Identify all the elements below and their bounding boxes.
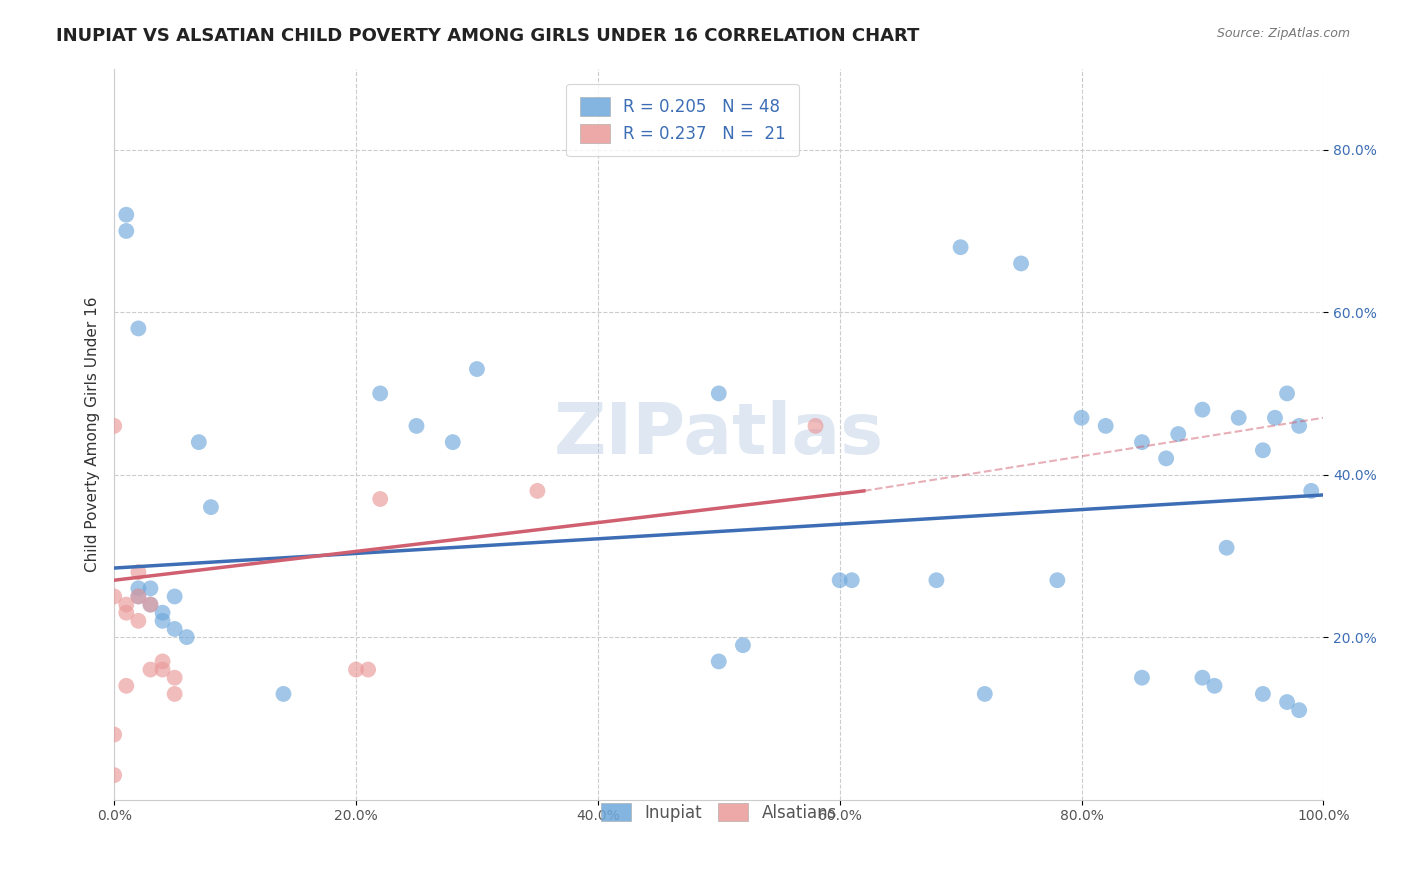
Point xyxy=(1010,256,1032,270)
Point xyxy=(152,606,174,620)
Point xyxy=(1227,410,1250,425)
Point xyxy=(344,663,367,677)
Y-axis label: Child Poverty Among Girls Under 16: Child Poverty Among Girls Under 16 xyxy=(86,296,100,572)
Point xyxy=(405,418,427,433)
Point xyxy=(273,687,295,701)
Point xyxy=(115,598,138,612)
Point xyxy=(163,687,186,701)
Point xyxy=(1167,427,1189,442)
Point xyxy=(1275,695,1298,709)
Point xyxy=(163,671,186,685)
Point xyxy=(1094,418,1116,433)
Point xyxy=(1301,483,1323,498)
Point xyxy=(973,687,995,701)
Point xyxy=(115,606,138,620)
Point xyxy=(357,663,380,677)
Point xyxy=(103,590,125,604)
Text: INUPIAT VS ALSATIAN CHILD POVERTY AMONG GIRLS UNDER 16 CORRELATION CHART: INUPIAT VS ALSATIAN CHILD POVERTY AMONG … xyxy=(56,27,920,45)
Point xyxy=(139,598,162,612)
Point xyxy=(1204,679,1226,693)
Legend: Inupiat, Alsatians: Inupiat, Alsatians xyxy=(588,789,851,835)
Point xyxy=(1251,443,1274,458)
Point xyxy=(163,622,186,636)
Point xyxy=(127,565,149,579)
Point xyxy=(465,362,488,376)
Point xyxy=(1215,541,1237,555)
Point xyxy=(187,435,209,450)
Point xyxy=(707,655,730,669)
Point xyxy=(804,418,827,433)
Point xyxy=(1264,410,1286,425)
Point xyxy=(1191,671,1213,685)
Point xyxy=(949,240,972,254)
Point xyxy=(103,418,125,433)
Text: Source: ZipAtlas.com: Source: ZipAtlas.com xyxy=(1216,27,1350,40)
Point xyxy=(127,614,149,628)
Point xyxy=(1288,418,1310,433)
Point xyxy=(103,768,125,782)
Point xyxy=(115,224,138,238)
Point xyxy=(127,590,149,604)
Point xyxy=(841,573,863,587)
Point xyxy=(731,638,754,652)
Point xyxy=(1130,671,1153,685)
Point xyxy=(368,491,391,506)
Point xyxy=(115,208,138,222)
Point xyxy=(925,573,948,587)
Point xyxy=(1046,573,1069,587)
Point xyxy=(127,582,149,596)
Point xyxy=(1251,687,1274,701)
Point xyxy=(139,582,162,596)
Point xyxy=(526,483,548,498)
Point xyxy=(368,386,391,401)
Point xyxy=(1130,435,1153,450)
Point xyxy=(152,655,174,669)
Text: ZIPatlas: ZIPatlas xyxy=(554,400,884,468)
Point xyxy=(152,663,174,677)
Point xyxy=(152,614,174,628)
Point xyxy=(1070,410,1092,425)
Point xyxy=(139,663,162,677)
Point xyxy=(200,500,222,515)
Point xyxy=(1154,451,1177,466)
Point xyxy=(441,435,464,450)
Point xyxy=(139,598,162,612)
Point xyxy=(1275,386,1298,401)
Point xyxy=(127,321,149,335)
Point xyxy=(163,590,186,604)
Point xyxy=(115,679,138,693)
Point xyxy=(1191,402,1213,417)
Point xyxy=(176,630,198,644)
Point xyxy=(103,727,125,741)
Point xyxy=(1288,703,1310,717)
Point xyxy=(828,573,851,587)
Point xyxy=(707,386,730,401)
Point xyxy=(127,590,149,604)
